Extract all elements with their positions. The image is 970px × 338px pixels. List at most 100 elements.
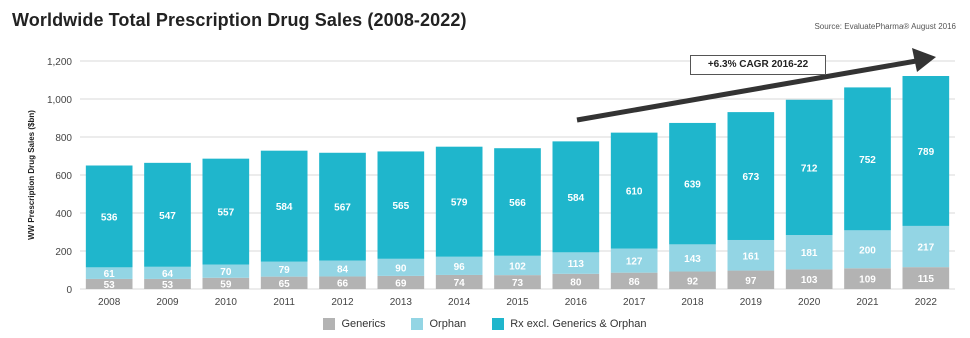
chart-title: Worldwide Total Prescription Drug Sales … (12, 10, 467, 30)
data-label-generics: 74 (454, 278, 466, 289)
data-label-generics: 80 (570, 277, 582, 288)
x-tick-label: 2008 (98, 297, 121, 308)
bar-generics (377, 275, 425, 289)
bar-orphan (85, 267, 133, 279)
bar-generics (144, 278, 191, 289)
bar-rx (844, 87, 891, 231)
x-tick-label: 2014 (448, 297, 471, 308)
x-tick-label: 2010 (215, 297, 238, 308)
data-label-generics: 73 (512, 278, 524, 289)
data-label-orphan: 113 (568, 259, 585, 270)
bar-rx (902, 76, 950, 226)
bar-generics (435, 274, 483, 289)
x-tick-label: 2016 (565, 297, 588, 308)
legend-item-orphan: Orphan (411, 318, 466, 330)
x-tick-label: 2022 (915, 297, 938, 308)
data-label-rx: 557 (217, 208, 234, 219)
data-label-orphan: 181 (801, 248, 818, 259)
data-label-orphan: 217 (917, 243, 934, 254)
x-tick-label: 2012 (331, 297, 354, 308)
data-label-generics: 103 (801, 275, 818, 286)
trend-arrow-line (576, 57, 923, 123)
bar-generics (727, 270, 775, 289)
data-label-rx: 789 (917, 147, 934, 158)
bar-generics (902, 267, 950, 289)
bar-orphan (435, 256, 483, 275)
legend-label-rx: Rx excl. Generics & Orphan (510, 318, 647, 330)
bar-rx (669, 122, 716, 245)
data-label-rx: 673 (742, 172, 759, 183)
bar-generics (260, 276, 308, 289)
bar-orphan (377, 258, 425, 276)
data-label-rx: 565 (392, 201, 409, 212)
data-label-orphan: 64 (162, 269, 174, 280)
x-tick-label: 2018 (681, 297, 704, 308)
data-label-orphan: 96 (454, 262, 466, 273)
bar-generics (552, 273, 600, 289)
data-label-rx: 579 (451, 198, 468, 209)
data-label-generics: 65 (279, 279, 291, 290)
bar-rx (144, 162, 191, 267)
data-label-generics: 109 (859, 275, 876, 286)
bar-generics (844, 268, 891, 289)
data-label-orphan: 70 (220, 267, 232, 278)
y-tick-label: 800 (55, 133, 72, 144)
bar-rx (727, 112, 775, 240)
bar-orphan (260, 261, 308, 277)
data-label-rx: 547 (159, 211, 176, 222)
legend-swatch-rx (492, 318, 505, 330)
data-label-generics: 53 (162, 280, 174, 291)
data-label-generics: 66 (337, 279, 349, 290)
data-label-rx: 752 (859, 155, 876, 166)
y-tick-label: 200 (55, 247, 72, 258)
x-tick-label: 2011 (273, 297, 295, 308)
bar-orphan (669, 244, 716, 272)
data-label-generics: 69 (395, 278, 407, 289)
chart-legend: Generics Orphan Rx excl. Generics & Orph… (0, 318, 970, 330)
legend-swatch-generics (323, 318, 336, 330)
data-label-rx: 567 (334, 203, 351, 214)
bar-orphan (727, 239, 775, 271)
bar-generics (785, 269, 833, 289)
legend-label-orphan: Orphan (429, 318, 467, 330)
bar-orphan (494, 255, 541, 276)
y-axis-title: WW Prescription Drug Sales ($bn) (27, 110, 36, 240)
legend-swatch-orphan (411, 318, 424, 330)
y-tick-label: 1,200 (47, 57, 72, 68)
legend-item-rx: Rx excl. Generics & Orphan (492, 318, 647, 330)
bar-generics (494, 275, 541, 289)
data-label-rx: 610 (626, 187, 643, 198)
y-tick-label: 600 (55, 171, 72, 182)
data-label-orphan: 161 (742, 251, 759, 262)
y-tick-label: 0 (66, 285, 72, 296)
y-tick-label: 1,000 (47, 95, 72, 106)
data-label-rx: 584 (567, 193, 584, 204)
data-label-rx: 536 (101, 212, 118, 223)
data-label-orphan: 127 (626, 257, 643, 268)
data-label-orphan: 90 (395, 263, 407, 274)
data-label-rx: 639 (684, 180, 701, 191)
bar-orphan (144, 266, 191, 279)
bar-orphan (319, 260, 366, 277)
trend-arrow-head (912, 48, 936, 72)
bar-generics (669, 271, 716, 289)
data-label-orphan: 84 (337, 264, 349, 275)
x-tick-label: 2017 (623, 297, 646, 308)
x-tick-label: 2015 (506, 297, 529, 308)
bar-generics (319, 276, 366, 289)
bar-rx (377, 151, 425, 259)
bar-rx (610, 132, 658, 249)
data-label-generics: 59 (220, 279, 232, 290)
data-label-orphan: 102 (509, 261, 526, 272)
data-label-generics: 53 (104, 280, 116, 291)
data-label-orphan: 143 (684, 254, 701, 265)
data-label-orphan: 200 (859, 245, 876, 256)
bar-orphan (902, 225, 950, 268)
x-tick-label: 2013 (390, 297, 413, 308)
data-label-rx: 566 (509, 198, 526, 209)
bar-rx (552, 141, 600, 253)
data-label-orphan: 61 (104, 269, 116, 280)
data-label-generics: 115 (918, 274, 935, 285)
data-label-generics: 97 (745, 276, 757, 287)
bar-rx (435, 146, 483, 257)
